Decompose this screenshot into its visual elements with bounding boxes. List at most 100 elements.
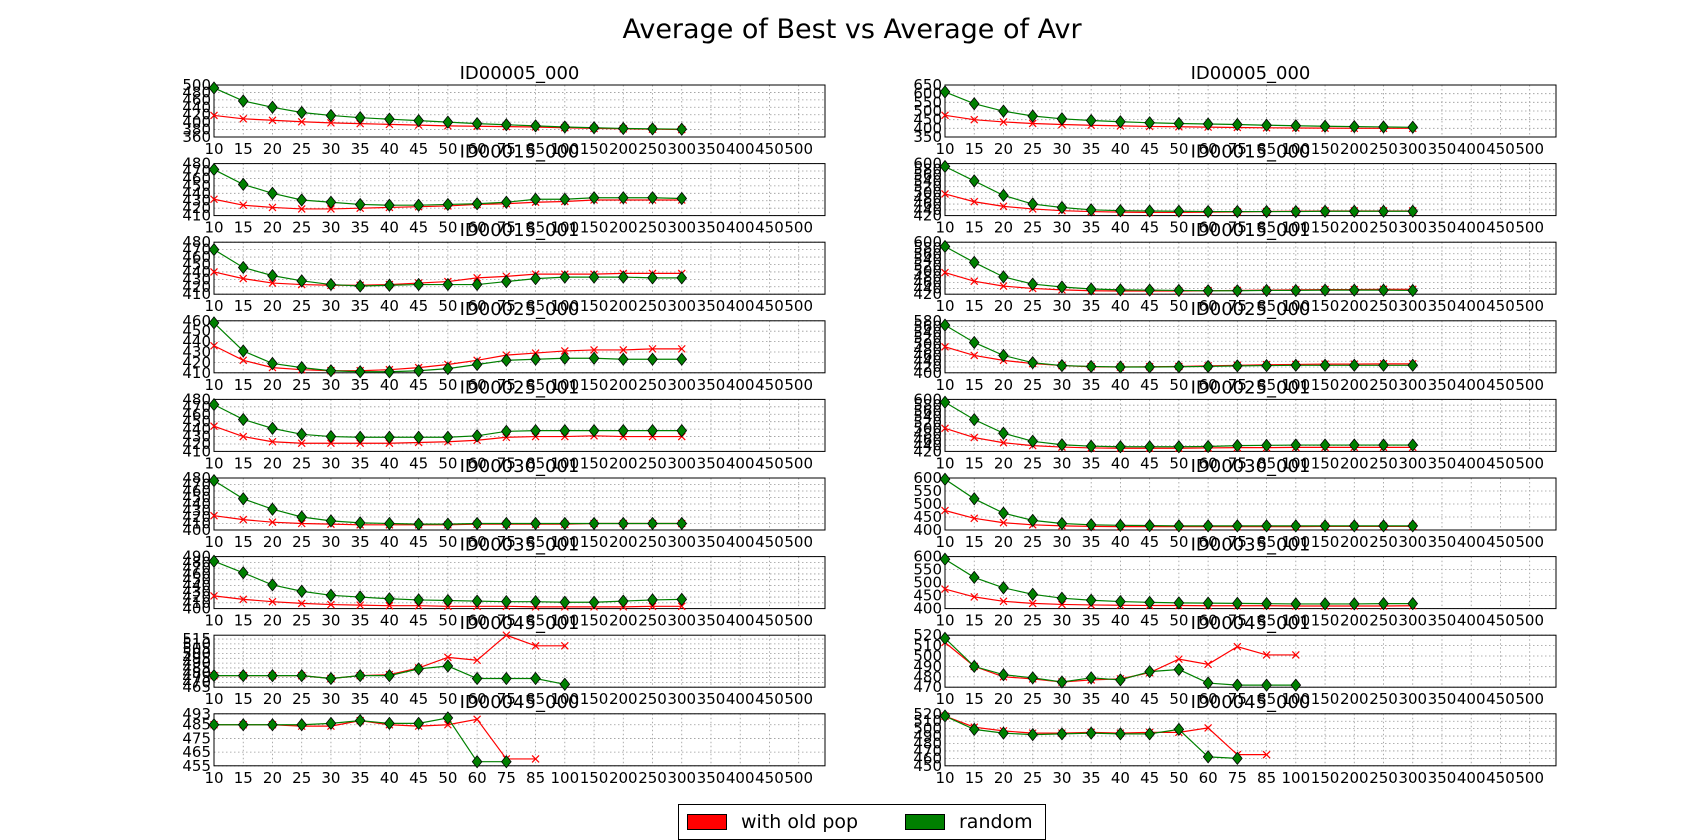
x-tick-label: 150 [580, 769, 609, 787]
y-tick-label: 400 [913, 521, 942, 539]
x-tick-label: 75 [1228, 612, 1247, 630]
y-tick-label: 440 [913, 279, 942, 297]
data-point-random [1319, 438, 1331, 452]
data-point-random [296, 274, 308, 288]
y-tick-label: 470 [182, 673, 211, 691]
axes-frame [944, 241, 1557, 295]
subplot-title: ID00015_000 [1191, 142, 1311, 163]
data-point-random [296, 584, 308, 598]
data-point-random [1202, 439, 1214, 454]
x-tick-label: 15 [965, 533, 984, 551]
data-point-random [1232, 519, 1243, 533]
data-point-random [1144, 204, 1155, 218]
data-point-with-old-pop [619, 345, 628, 354]
axes-frame [944, 556, 1557, 610]
data-point-random [267, 421, 278, 436]
data-point-with-old-pop [385, 601, 394, 610]
data-point-random [1027, 513, 1039, 528]
x-tick-label: 35 [351, 376, 370, 394]
x-tick-label: 10 [204, 376, 223, 394]
data-point-random [998, 188, 1009, 203]
y-tick-label: 420 [182, 278, 211, 296]
y-tick-label: 600 [913, 85, 942, 103]
x-tick-label: 75 [1228, 533, 1247, 551]
y-tick-label: 480 [913, 268, 942, 286]
y-tick-label: 410 [182, 207, 211, 225]
data-point-random [1027, 671, 1039, 685]
x-tick-label: 450 [755, 140, 784, 158]
x-tick-label: 350 [697, 690, 726, 708]
data-point-random [588, 595, 600, 609]
x-tick-label: 250 [638, 454, 667, 472]
data-point-random [1378, 204, 1389, 218]
data-point-random [1348, 438, 1360, 452]
x-tick-label: 75 [497, 454, 516, 472]
data-point-random [1261, 283, 1272, 298]
data-point-random [617, 352, 629, 366]
x-tick-label: 100 [1281, 690, 1310, 708]
x-tick-label: 400 [1457, 376, 1486, 394]
data-point-random [647, 516, 658, 531]
y-tick-label: 460 [182, 312, 211, 330]
data-point-random [354, 590, 366, 604]
data-point-random [1027, 434, 1039, 448]
x-tick-label: 300 [667, 690, 696, 708]
x-tick-label: 20 [263, 140, 282, 158]
subplot-8: 10 15 20 25 30 35 40 45 50 60 75 85 100 150 200 250 300 3… [182, 377, 826, 472]
subplot-10: 10 15 20 25 30 35 40 45 50 60 75 85 100 150 200 250 300 3… [182, 456, 826, 551]
x-tick-label: 100 [1281, 454, 1310, 472]
x-tick-label: 250 [1369, 533, 1398, 551]
data-point-random [1290, 519, 1302, 533]
data-point-random [998, 726, 1009, 740]
x-tick-label: 35 [1082, 612, 1101, 630]
x-tick-label: 85 [1257, 140, 1276, 158]
axes-frame [213, 634, 826, 688]
data-point-random [501, 755, 512, 769]
y-tick-label: 460 [913, 749, 942, 767]
x-tick-label: 25 [1023, 454, 1042, 472]
y-tick-label: 470 [913, 678, 942, 696]
data-point-with-old-pop [999, 282, 1008, 291]
x-tick-label: 500 [784, 219, 813, 237]
x-tick-label: 200 [1340, 769, 1369, 787]
x-tick-label: 40 [1111, 690, 1130, 708]
subplot-6: 10 15 20 25 30 35 40 45 50 60 75 85 100 150 200 250 300 3… [182, 299, 826, 394]
data-point-random [1319, 204, 1331, 218]
x-tick-label: 300 [667, 454, 696, 472]
x-tick-label: 35 [351, 219, 370, 237]
y-tick-label: 400 [182, 600, 211, 618]
x-tick-label: 15 [234, 376, 253, 394]
y-tick-label: 580 [913, 396, 942, 414]
x-tick-label: 75 [497, 612, 516, 630]
y-tick-label: 485 [182, 716, 211, 734]
y-tick-label: 460 [182, 405, 211, 423]
data-point-random [237, 344, 249, 358]
data-point-random [442, 593, 454, 608]
x-tick-label: 50 [438, 376, 457, 394]
axes-frame [213, 84, 826, 138]
data-point-with-old-pop [999, 518, 1008, 527]
y-tick-label: 440 [182, 420, 211, 438]
x-tick-label: 75 [1228, 690, 1247, 708]
x-tick-label: 15 [234, 219, 253, 237]
x-tick-label: 60 [1199, 533, 1218, 551]
x-tick-label: 60 [468, 219, 487, 237]
y-tick-label: 520 [913, 178, 942, 196]
x-tick-label: 85 [1257, 769, 1276, 787]
x-tick-label: 200 [1340, 533, 1369, 551]
x-tick-label: 10 [204, 219, 223, 237]
x-tick-label: 400 [1457, 140, 1486, 158]
x-tick-label: 25 [292, 769, 311, 787]
x-tick-label: 50 [438, 690, 457, 708]
data-point-random [1261, 358, 1272, 373]
data-point-random [559, 516, 571, 531]
x-tick-label: 10 [204, 297, 223, 315]
data-point-random [471, 357, 483, 372]
axes-frame [213, 713, 826, 767]
data-point-random [559, 120, 571, 134]
x-tick-label: 500 [1515, 376, 1544, 394]
data-point-random [676, 352, 688, 366]
y-tick-label: 500 [182, 76, 211, 94]
data-point-random [267, 718, 278, 732]
